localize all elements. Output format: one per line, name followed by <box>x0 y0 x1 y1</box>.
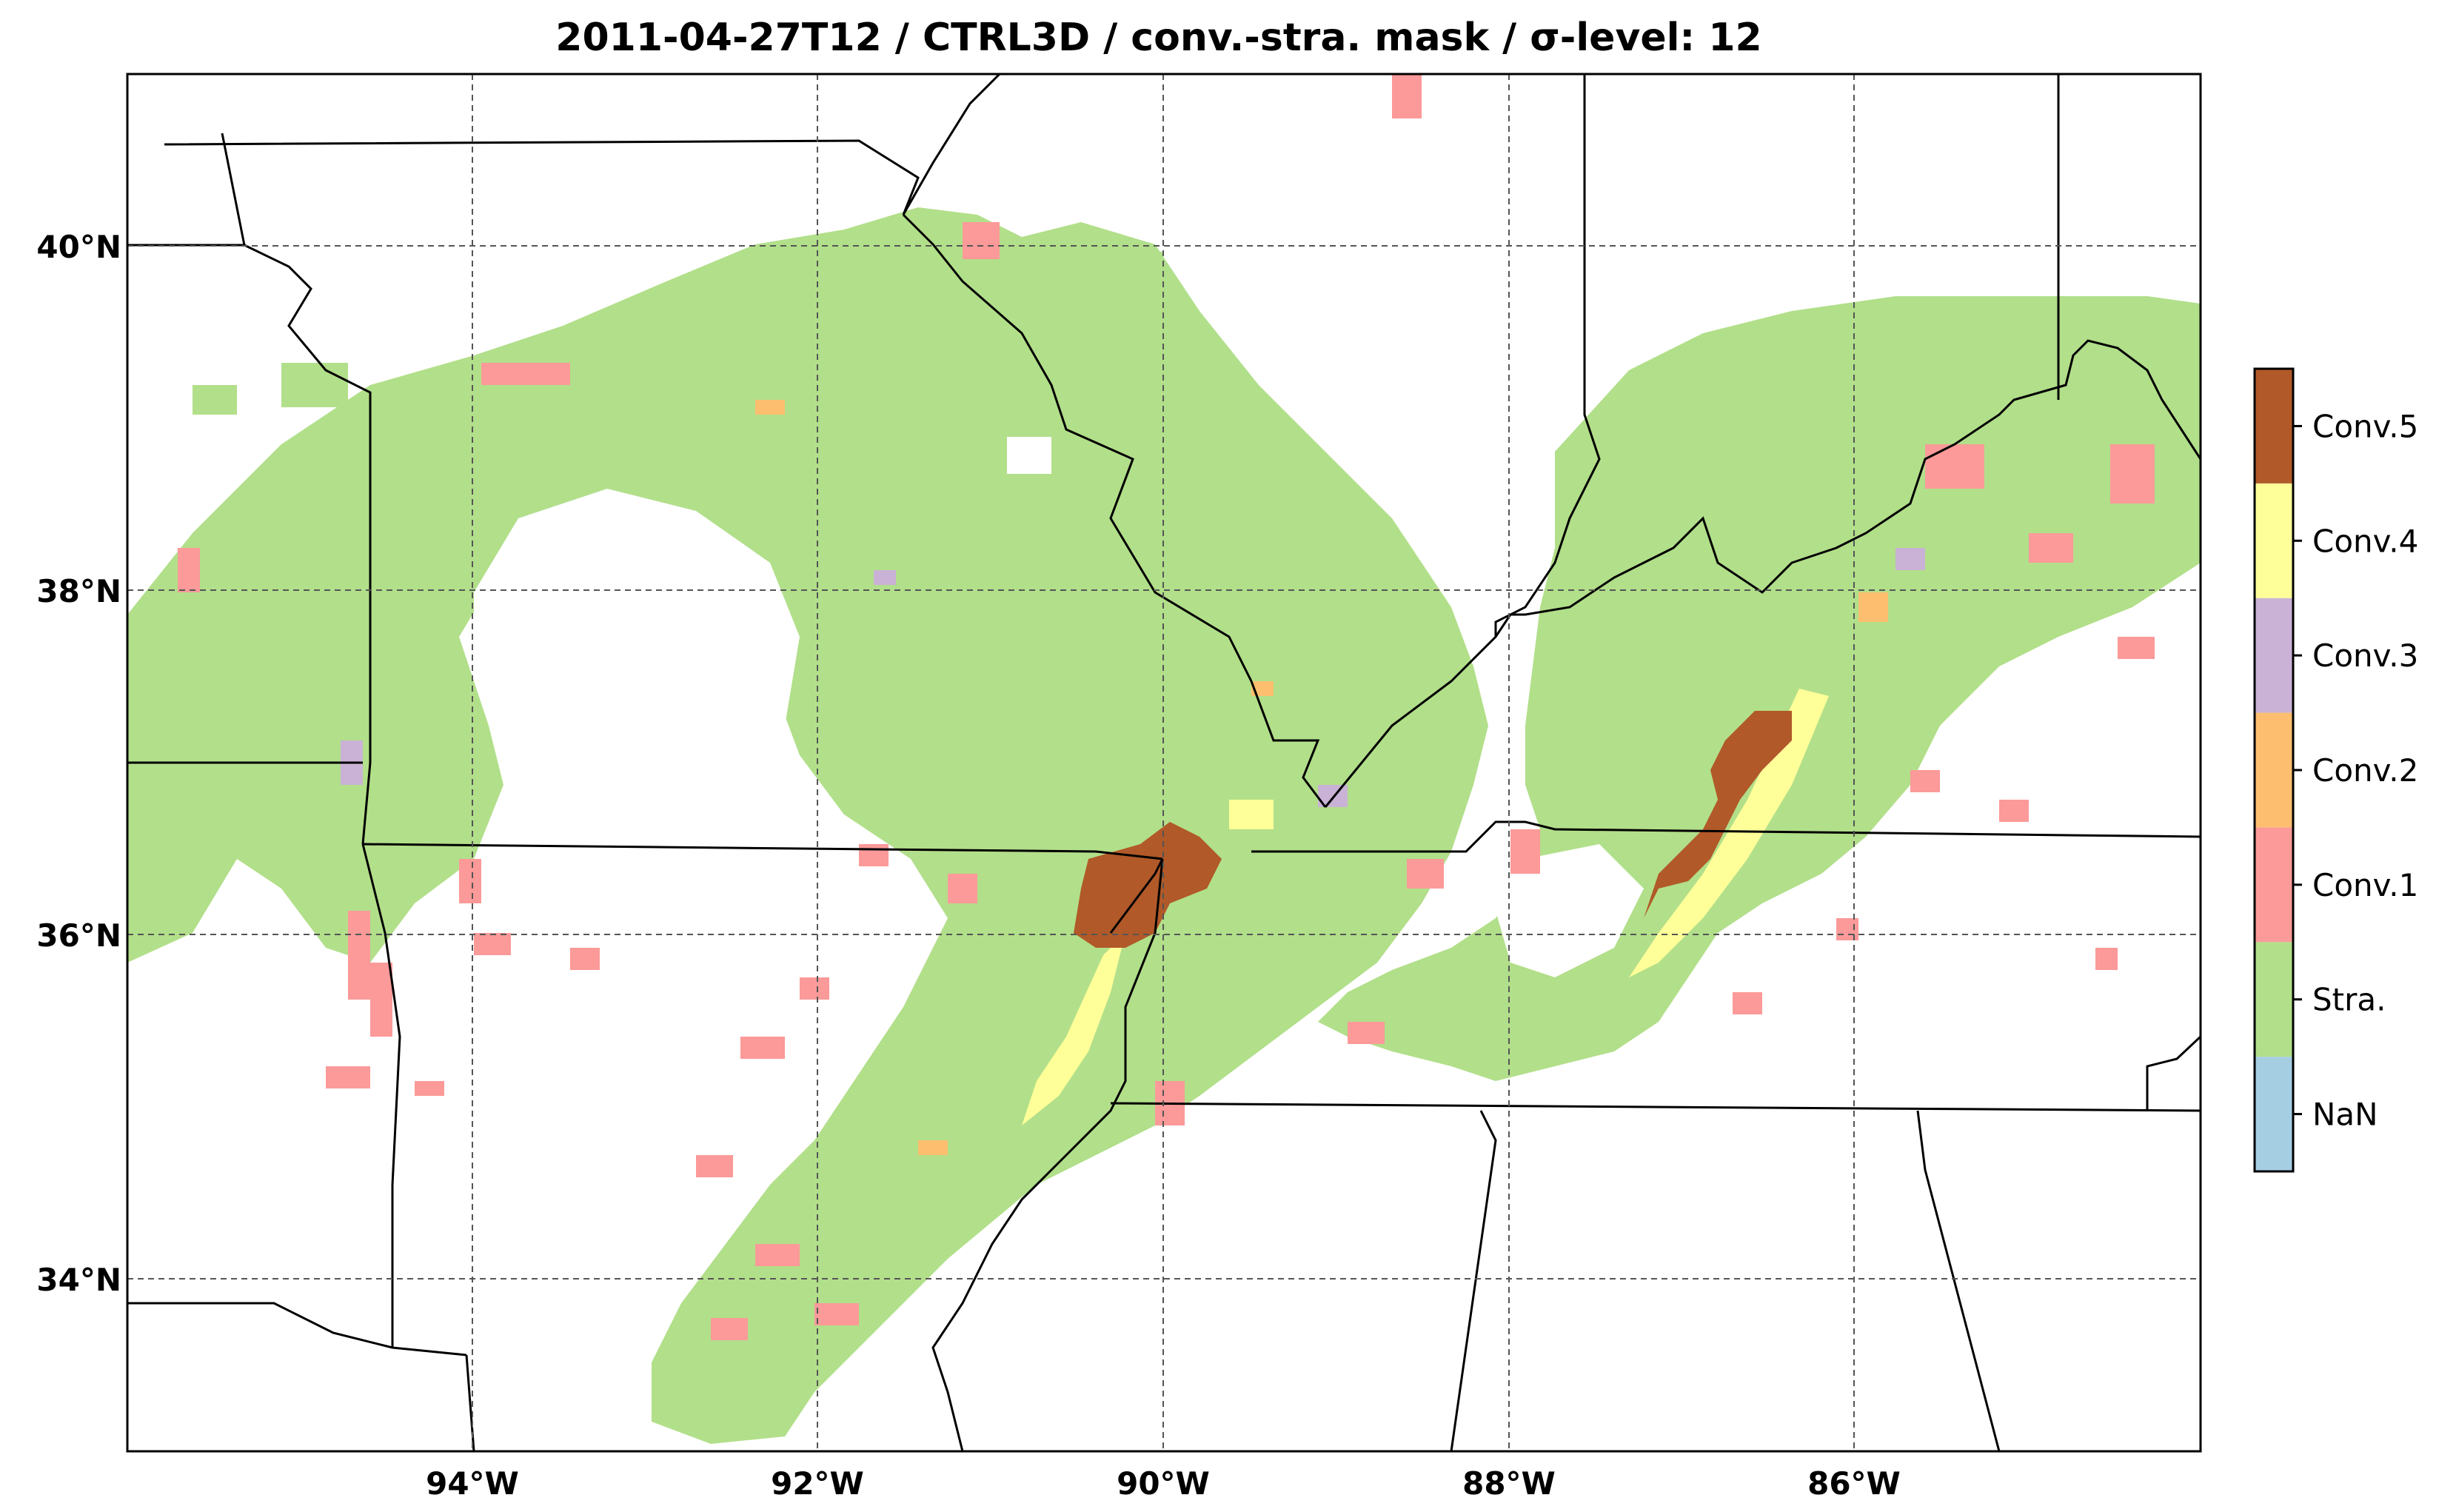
x-tick-label-90w: 90°W <box>1117 1465 1210 1502</box>
border-ky-il <box>1324 339 2201 808</box>
border-ms-al <box>1450 1110 1497 1451</box>
conv2-cells <box>755 400 1888 1155</box>
border-ar-ms <box>931 858 1164 1451</box>
map-frame <box>126 73 2202 1453</box>
colorbar-label: Stra. <box>2312 982 2386 1018</box>
conv5-core-east <box>1644 711 1792 918</box>
colorbar-frame <box>2253 367 2295 1173</box>
colorbar-label: Conv.5 <box>2312 408 2418 444</box>
map-area <box>127 74 2201 1451</box>
border-mo-tn <box>1109 858 1164 934</box>
border-tn-south <box>1110 1102 2201 1112</box>
state-borders <box>127 74 2201 1451</box>
gridlines <box>127 74 2201 1451</box>
colorbar-swatch-conv-4 <box>2255 483 2293 598</box>
colorbar-label: Conv.1 <box>2312 867 2418 903</box>
y-tick-label-38n: 38°N <box>36 573 121 609</box>
colorbar-swatch-conv-3 <box>2255 598 2293 713</box>
x-tick-label-92w: 92°W <box>771 1465 864 1502</box>
border-al-ga <box>1916 1110 2001 1451</box>
colorbar-label: Conv.4 <box>2312 523 2418 559</box>
border-east-edge <box>2146 1035 2201 1111</box>
colorbar: NaN Stra. Conv.1 Conv.2 Conv.3 Conv.4 Conv.5 <box>2253 367 2418 1173</box>
colorbar-label: NaN <box>2312 1097 2378 1133</box>
conv4-bands <box>1022 689 1829 1125</box>
stra-region-west <box>127 207 1488 1444</box>
x-tick-label-86w: 86°W <box>1807 1465 1901 1502</box>
border-mo-ar <box>362 843 1163 860</box>
colorbar-swatch-nan <box>2255 1057 2293 1171</box>
border-ar-west <box>361 843 401 1348</box>
border-mo-il <box>902 213 1327 808</box>
colorbar-swatch-stra- <box>2255 942 2293 1057</box>
conv4-band-east <box>1629 689 1829 977</box>
colorbar-swatch-conv-2 <box>2255 712 2293 828</box>
border-tn-ky <box>1251 820 2201 853</box>
clear-region-east <box>1496 844 1644 977</box>
y-tick-label-34n: 34°N <box>36 1262 121 1298</box>
clear-region-central <box>474 489 800 785</box>
border-mo-west <box>244 244 372 845</box>
border-il-in <box>1494 74 1601 637</box>
clear-regions <box>474 437 1644 977</box>
y-tick-label-36n: 36°N <box>36 917 121 954</box>
colorbar-swatch-conv-5 <box>2255 369 2293 484</box>
conv1-cells <box>178 74 2155 1340</box>
x-tick-labels: 94°W 92°W 90°W 88°W 86°W <box>426 1465 1901 1502</box>
y-tick-label-40n: 40°N <box>36 229 121 265</box>
border-ok-tx <box>127 1302 467 1357</box>
x-tick-label-88w: 88°W <box>1462 1465 1556 1502</box>
conv4-band-west <box>1022 933 1125 1125</box>
colorbar-swatch-conv-1 <box>2255 827 2293 943</box>
x-tick-label-94w: 94°W <box>426 1465 519 1502</box>
y-tick-labels: 40°N 38°N 36°N 34°N <box>36 229 121 1298</box>
conv3-cells <box>341 548 1925 807</box>
colorbar-label: Conv.2 <box>2312 752 2418 789</box>
map-title: 2011-04-27T12 / CTRL3D / conv.-stra. mas… <box>555 16 1761 60</box>
colorbar-label: Conv.3 <box>2312 638 2418 674</box>
